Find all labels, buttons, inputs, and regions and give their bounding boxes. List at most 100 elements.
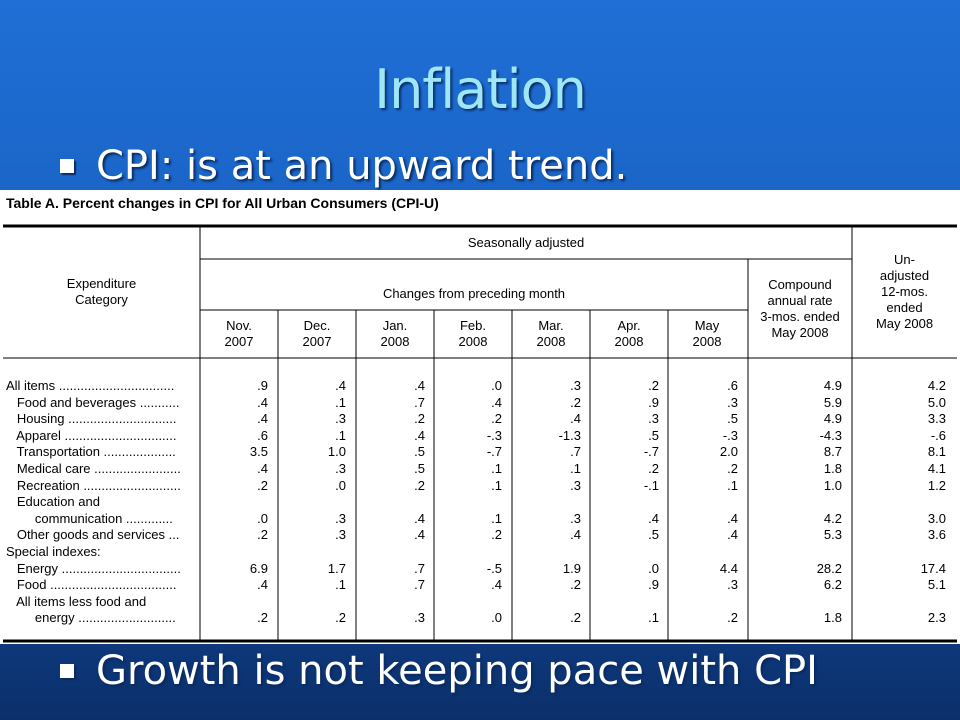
- table-cell: .2: [570, 577, 581, 593]
- table-cell: 5.0: [927, 394, 946, 410]
- month-header: Dec. 2007: [278, 318, 356, 350]
- month-header-line: Apr.: [617, 318, 641, 333]
- row-label: Education and: [6, 494, 100, 510]
- table-cell: 3.0: [927, 510, 946, 526]
- table-cell: -.3: [722, 427, 738, 443]
- table-cell: .7: [414, 577, 425, 593]
- table-cell: .1: [491, 461, 502, 476]
- table-cell: .4: [648, 510, 659, 526]
- table-cell: 28.2: [816, 560, 842, 576]
- month-header-line: 2007: [302, 334, 332, 349]
- table-cell: 5.9: [823, 394, 842, 410]
- month-header: Nov. 2007: [200, 318, 278, 350]
- table-cell: .0: [335, 477, 346, 493]
- row-label: Housing ..............................: [6, 411, 177, 427]
- table-cell: .3: [335, 411, 346, 427]
- unadjusted-header-line: 12-mos.: [881, 284, 928, 299]
- table-cell: .1: [491, 477, 502, 493]
- table-cell: 1.8: [823, 461, 842, 476]
- table-cell: .0: [648, 560, 659, 576]
- table-cell: .4: [257, 461, 268, 476]
- compound-header-line: 3-mos. ended: [760, 309, 840, 324]
- unadjusted-header-line: May 2008: [875, 316, 934, 331]
- table-cell: .1: [727, 477, 738, 493]
- table-cell: .2: [570, 610, 581, 626]
- month-header-line: 2008: [458, 334, 488, 349]
- table-caption: Table A. Percent changes in CPI for All …: [6, 195, 439, 211]
- table-cell: 3.3: [927, 411, 946, 427]
- table-cell: -4.3: [819, 427, 842, 443]
- table-cell: .2: [335, 610, 346, 626]
- seasonally-adjusted-header: Seasonally adjusted: [467, 235, 585, 250]
- table-cell: .0: [491, 610, 502, 626]
- table-cell: 5.3: [823, 527, 842, 543]
- table-cell: 1.0: [823, 477, 842, 493]
- bullet-cpi-trend: CPI: is at an upward trend.: [60, 143, 627, 189]
- table-cell: .3: [335, 527, 346, 543]
- table-cell: .5: [414, 444, 425, 460]
- table-cell: -.1: [643, 477, 659, 493]
- row-label: Apparel ...............................: [6, 427, 177, 443]
- table-cell: 4.9: [823, 411, 842, 427]
- table-cell: .3: [570, 510, 581, 526]
- table-cell: .3: [335, 510, 346, 526]
- table-cell: .1: [491, 510, 502, 526]
- table-cell: .4: [570, 411, 581, 427]
- month-header-line: Jan.: [382, 318, 408, 333]
- table-cell: .5: [648, 527, 659, 543]
- table-cell: .4: [257, 411, 268, 427]
- table-cell: .3: [727, 577, 738, 593]
- table-cell: 2.3: [927, 610, 946, 626]
- table-cell: .4: [414, 427, 425, 443]
- table-cell: 4.9: [823, 378, 842, 393]
- table-cell: .4: [727, 510, 738, 526]
- month-header-line: May: [694, 318, 720, 333]
- table-cell: .4: [257, 394, 268, 410]
- compound-header-line: Compound: [768, 277, 832, 292]
- table-cell: -1.3: [558, 427, 581, 443]
- table-cell: .2: [727, 461, 738, 476]
- row-label: Transportation ....................: [6, 444, 176, 460]
- month-header-line: 2008: [692, 334, 722, 349]
- table-cell: .4: [257, 577, 268, 593]
- table-cell: 3.6: [927, 527, 946, 543]
- compound-header-line: May 2008: [771, 325, 829, 340]
- row-label: Medical care ........................: [6, 461, 181, 476]
- month-header: Feb. 2008: [434, 318, 512, 350]
- category-header: Expenditure Category: [3, 276, 200, 308]
- table-cell: .2: [257, 527, 268, 543]
- table-cell: -.3: [486, 427, 502, 443]
- table-cell: .4: [335, 378, 346, 393]
- month-header-line: 2008: [536, 334, 566, 349]
- table-cell: .9: [257, 378, 268, 393]
- table-cell: .9: [648, 394, 659, 410]
- table-cell: 3.5: [249, 444, 268, 460]
- table-cell: 1.0: [327, 444, 346, 460]
- square-bullet-icon: [60, 159, 74, 173]
- row-label: communication .............: [6, 510, 173, 526]
- table-cell: .0: [491, 378, 502, 393]
- row-label: All items ..............................…: [6, 378, 175, 393]
- table-cell: 4.1: [927, 461, 946, 476]
- table-cell: .1: [335, 394, 346, 410]
- table-cell: .3: [570, 378, 581, 393]
- square-bullet-icon: [60, 664, 74, 678]
- table-cell: .2: [648, 461, 659, 476]
- table-cell: -.7: [643, 444, 659, 460]
- row-label: Energy .................................: [6, 560, 181, 576]
- table-cell: .4: [727, 527, 738, 543]
- table-cell: .1: [570, 461, 581, 476]
- table-cell: .5: [727, 411, 738, 427]
- table-cell: .3: [727, 394, 738, 410]
- compound-rate-header: Compound annual rate 3-mos. ended May 20…: [748, 277, 852, 341]
- table-cell: 4.2: [927, 378, 946, 393]
- table-cell: .7: [570, 444, 581, 460]
- table-cell: .2: [570, 394, 581, 410]
- row-label: All items less food and: [6, 593, 147, 609]
- table-cell: .2: [257, 477, 268, 493]
- table-cell: .4: [414, 378, 425, 393]
- month-header-line: Dec.: [303, 318, 331, 333]
- compound-header-line: annual rate: [767, 293, 833, 308]
- table-cell: 6.2: [823, 577, 842, 593]
